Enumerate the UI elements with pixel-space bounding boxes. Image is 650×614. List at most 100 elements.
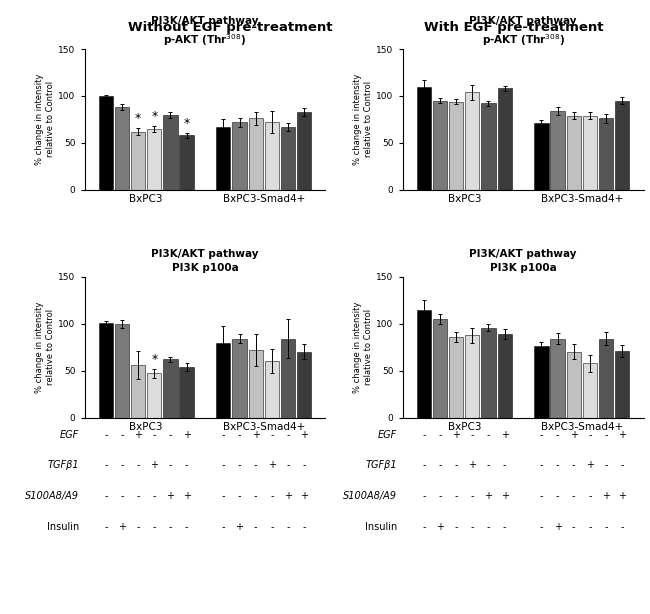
Text: -: - [556,491,559,501]
Text: -: - [572,522,575,532]
Text: +: + [436,522,444,532]
Bar [433,319,447,418]
Text: *: * [183,117,190,130]
Text: Without EGF pre-treatment: Without EGF pre-treatment [129,21,333,34]
Text: +: + [618,430,626,440]
Text: +: + [268,460,276,470]
Bar [417,309,431,418]
Text: -: - [540,491,543,501]
Bar [216,127,231,190]
Text: -: - [588,491,592,501]
Bar [534,346,549,418]
Text: -: - [422,491,426,501]
Text: -: - [454,491,458,501]
Text: +: + [452,430,460,440]
Text: -: - [104,460,107,470]
Text: -: - [286,430,290,440]
Bar [265,122,279,190]
Text: -: - [169,460,172,470]
Text: -: - [556,460,559,470]
Text: Insulin: Insulin [365,522,397,532]
Title: PI3K/AKT pathway
p-AKT (Thr$^{308}$): PI3K/AKT pathway p-AKT (Thr$^{308}$) [151,16,259,47]
Text: EGF: EGF [60,430,79,440]
Bar [567,352,581,418]
Text: -: - [540,522,543,532]
Bar [179,367,194,418]
Text: +: + [500,491,509,501]
Text: +: + [134,430,142,440]
Text: -: - [454,522,458,532]
Text: -: - [572,491,575,501]
Text: -: - [222,491,225,501]
Bar [599,119,613,190]
Text: +: + [500,430,509,440]
Bar [551,111,565,190]
Text: With EGF pre-treatment: With EGF pre-treatment [424,21,603,34]
Bar [615,101,629,190]
Text: -: - [270,522,274,532]
Bar [131,365,145,418]
Text: -: - [136,460,140,470]
Text: -: - [471,491,474,501]
Text: +: + [183,491,190,501]
Bar [465,92,480,190]
Bar [449,101,463,190]
Text: -: - [254,491,257,501]
Text: TGFβ1: TGFβ1 [366,460,397,470]
Bar [265,361,279,418]
Bar [131,131,145,190]
Text: -: - [604,522,608,532]
Bar [216,343,231,418]
Text: -: - [422,460,426,470]
Text: -: - [302,522,306,532]
Text: -: - [222,522,225,532]
Text: -: - [136,522,140,532]
Bar [497,88,512,190]
Text: S100A8/A9: S100A8/A9 [343,491,397,501]
Text: -: - [422,430,426,440]
Text: +: + [554,522,562,532]
Text: -: - [438,430,442,440]
Text: -: - [540,430,543,440]
Bar [433,101,447,190]
Text: -: - [588,430,592,440]
Text: -: - [588,522,592,532]
Text: +: + [300,491,308,501]
Bar [482,104,495,190]
Text: -: - [487,460,490,470]
Text: +: + [586,460,594,470]
Bar [99,96,113,190]
Bar [297,352,311,418]
Text: -: - [238,460,241,470]
Bar [99,323,113,418]
Text: -: - [222,430,225,440]
Text: -: - [556,430,559,440]
Text: -: - [153,430,156,440]
Text: TGFβ1: TGFβ1 [47,460,79,470]
Text: -: - [503,522,506,532]
Bar [248,119,263,190]
Text: -: - [153,491,156,501]
Text: +: + [150,460,159,470]
Text: -: - [120,491,124,501]
Text: *: * [135,112,141,125]
Text: -: - [471,522,474,532]
Text: -: - [136,491,140,501]
Text: -: - [254,522,257,532]
Text: *: * [151,353,157,366]
Text: -: - [438,491,442,501]
Bar [163,115,177,190]
Text: -: - [169,430,172,440]
Bar [248,350,263,418]
Text: -: - [572,460,575,470]
Title: PI3K/AKT pathway
p-AKT (Thr$^{308}$): PI3K/AKT pathway p-AKT (Thr$^{308}$) [469,16,577,47]
Text: -: - [185,522,188,532]
Text: -: - [169,522,172,532]
Bar [297,112,311,190]
Y-axis label: % change in intensity
relative to Control: % change in intensity relative to Contro… [353,74,374,165]
Bar [233,122,246,190]
Text: -: - [454,460,458,470]
Bar [567,115,581,190]
Text: +: + [183,430,190,440]
Bar [115,324,129,418]
